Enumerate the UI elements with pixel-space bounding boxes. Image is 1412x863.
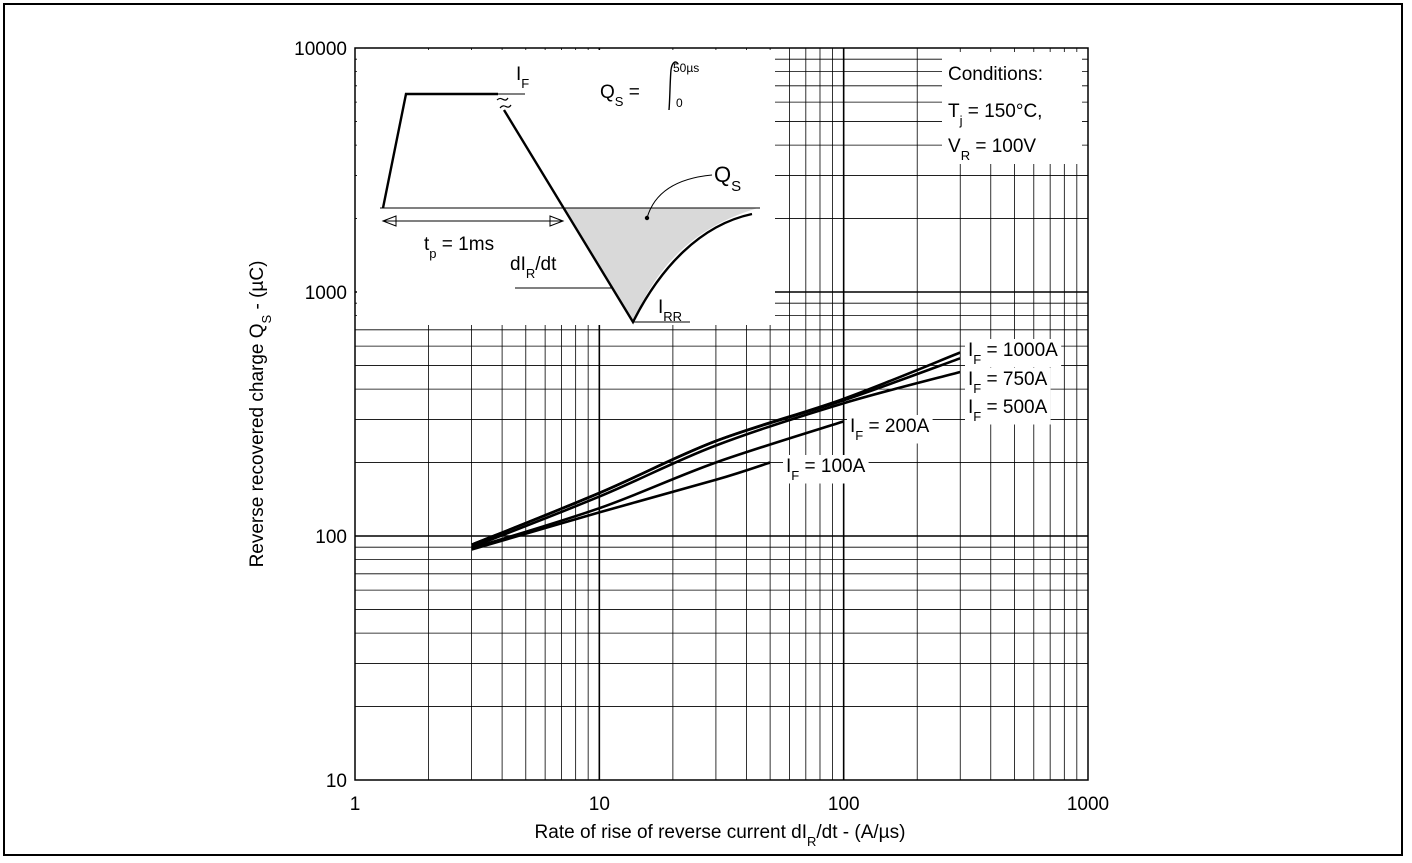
tp-arrow-right [549,215,565,227]
integral-sign [668,61,679,111]
inset-tp-label: tp = 1ms [424,234,494,261]
conditions-vr: VR = 100V [948,136,1036,163]
integral-upper-limit: 50µs [673,61,699,75]
inset-irr-label: IRR [658,297,682,324]
series-label-5: IF = 100A [786,456,866,483]
y-axis-label: Reverse recovered charge QS - (µC) [247,261,274,568]
series-line-4 [471,420,845,550]
qs-shaded-area [565,208,758,322]
series-line-3 [471,370,961,549]
series-label-3: IF = 500A [968,397,1048,424]
qs-leader-dot [644,215,650,221]
series-label-2: IF = 750A [968,369,1048,396]
series-label-1-bg [965,339,1062,368]
x-tick-label: 1 [350,794,361,815]
series-label-2-bg [965,368,1051,397]
series-label-4: IF = 200A [850,416,930,443]
y-tick-label: 100 [315,527,347,548]
inset-didt-label: dIR/dt [510,254,557,281]
conditions-box: Conditions: Tj = 150°C, VR = 100V [942,52,1082,164]
current-waveform [381,92,753,325]
x-tick-label: 1000 [1067,794,1109,815]
integral-lower-limit: 0 [676,96,683,110]
tp-arrow-left [381,215,397,227]
inset-background [357,50,775,325]
x-tick-label: 10 [589,794,610,815]
qs-leader [646,174,713,219]
x-tick-label: 100 [828,794,860,815]
series-label-3-bg [965,396,1051,425]
y-tick-label: 10 [326,771,347,792]
inset-qs-label: QS [714,162,741,195]
series-curves [471,351,961,551]
conditions-tj: Tj = 150°C, [948,101,1042,128]
conditions-title: Conditions: [948,64,1043,85]
inset-if-label: IF [516,64,529,91]
figure-frame [3,3,1403,856]
waveform-break-mark [496,97,512,109]
y-tick-label: 10000 [294,39,347,60]
waveform-inset: IF QS = 50µs 0 QS tp = 1ms dIR/dt IRR [357,50,775,325]
y-tick-label: 1000 [305,283,347,304]
series-label-1: IF = 1000A [968,340,1058,367]
series-label-5-bg [783,455,869,484]
x-axis-label: Rate of rise of reverse current dIR/dt -… [535,822,906,849]
inset-qs-formula: QS = [600,82,640,109]
series-label-4-bg [847,415,933,444]
series-line-5 [471,461,771,551]
plot-border [354,47,1089,781]
series-line-2 [471,357,961,547]
